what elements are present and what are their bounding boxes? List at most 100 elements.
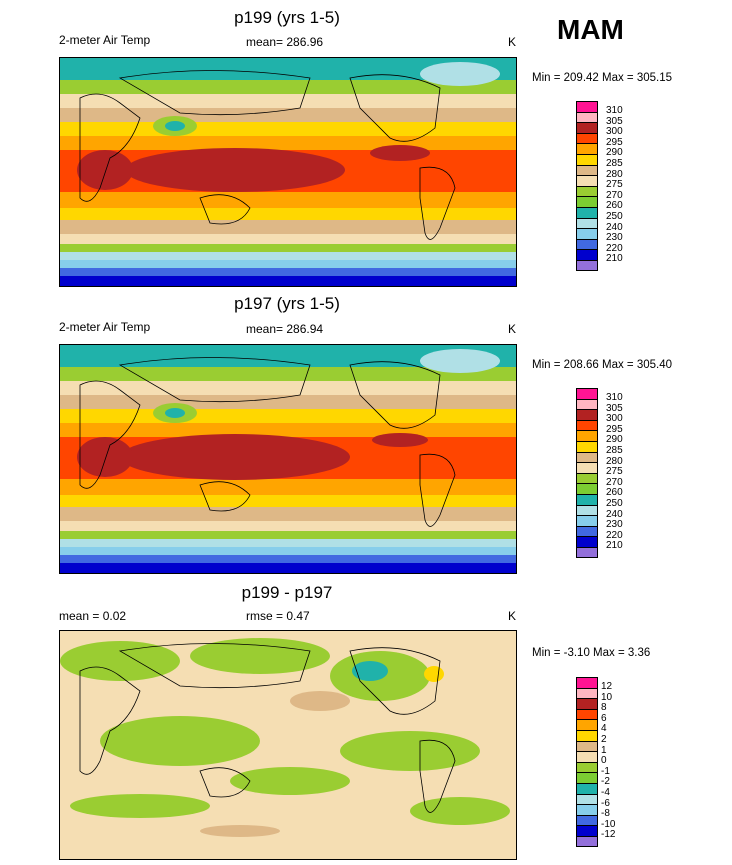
colorbar-tick: 6 xyxy=(601,712,607,724)
swatch xyxy=(576,793,598,805)
colorbar-tick: -4 xyxy=(601,786,610,798)
panel1-colorbar-labels: 310 305 300 295 290 285 280 275 270 260 … xyxy=(606,105,623,265)
colorbar-tick: 4 xyxy=(601,723,607,735)
swatch xyxy=(576,729,598,741)
swatch xyxy=(576,430,598,441)
swatch xyxy=(576,814,598,826)
swatch xyxy=(576,398,598,410)
swatch xyxy=(576,825,598,836)
swatch xyxy=(576,761,598,773)
colorbar-tick: 290 xyxy=(606,147,623,159)
colorbar-tick: -8 xyxy=(601,808,610,820)
swatch xyxy=(576,546,598,558)
colorbar-tick: 10 xyxy=(601,691,613,703)
swatch xyxy=(576,677,598,688)
swatch xyxy=(576,206,598,218)
swatch xyxy=(576,525,598,537)
swatch xyxy=(576,772,598,783)
swatch xyxy=(576,708,598,720)
panel2-minmax: Min = 208.66 Max = 305.40 xyxy=(532,359,673,371)
panel3-unit-label: K xyxy=(508,609,517,623)
swatch xyxy=(576,687,598,699)
swatch xyxy=(576,483,598,494)
panel2-mean-label: mean= 286.94 xyxy=(246,322,324,336)
swatch xyxy=(576,111,598,123)
swatch xyxy=(576,409,598,420)
swatch xyxy=(576,249,598,260)
swatch xyxy=(576,122,598,133)
colorbar-tick: 285 xyxy=(606,444,623,456)
panel1-colorbar xyxy=(576,101,598,271)
swatch xyxy=(576,259,598,271)
colorbar-tick: -6 xyxy=(601,797,610,809)
swatch xyxy=(576,388,598,399)
panel2-map xyxy=(59,344,517,574)
colorbar-tick: 305 xyxy=(606,115,623,127)
colorbar-tick: 0 xyxy=(601,755,607,767)
panel3-mean-label: mean = 0.02 xyxy=(59,609,127,623)
panel1-map xyxy=(59,57,517,287)
swatch xyxy=(576,175,598,186)
colorbar-tick: 285 xyxy=(606,157,623,169)
colorbar-tick: 12 xyxy=(601,681,613,692)
swatch xyxy=(576,238,598,250)
panel2-unit-label: K xyxy=(508,322,517,336)
colorbar-tick: 230 xyxy=(606,232,623,244)
swatch xyxy=(576,419,598,431)
panel1-mean-label: mean= 286.96 xyxy=(246,35,324,49)
swatch xyxy=(576,835,598,847)
swatch xyxy=(576,228,598,239)
colorbar-tick: 300 xyxy=(606,126,623,138)
colorbar-tick: 1 xyxy=(601,744,607,756)
colorbar-tick: 305 xyxy=(606,402,623,414)
colorbar-tick: 230 xyxy=(606,519,623,531)
panel3-rmse-label: rmse = 0.47 xyxy=(246,609,310,623)
swatch xyxy=(576,132,598,144)
panel1-title: p199 (yrs 1-5) xyxy=(234,8,340,27)
swatch xyxy=(576,782,598,794)
panel1-temperature-field xyxy=(60,58,516,286)
colorbar-tick: -1 xyxy=(601,765,610,777)
panel1-minmax: Min = 209.42 Max = 305.15 xyxy=(532,72,673,84)
colorbar-tick: 295 xyxy=(606,423,623,435)
colorbar-tick: 250 xyxy=(606,210,623,222)
colorbar-tick: 260 xyxy=(606,487,623,499)
panel3-difference-field xyxy=(60,631,516,859)
swatch xyxy=(576,719,598,730)
colorbar-tick: -12 xyxy=(601,829,616,841)
swatch xyxy=(576,504,598,516)
swatch xyxy=(576,698,598,709)
colorbar-tick: 210 xyxy=(606,253,623,265)
swatch xyxy=(576,440,598,452)
panel3-minmax: Min = -3.10 Max = 3.36 xyxy=(532,647,651,659)
swatch xyxy=(576,751,598,762)
panel2-variable-label: 2-meter Air Temp xyxy=(59,320,151,334)
swatch xyxy=(576,185,598,197)
swatch xyxy=(576,804,598,815)
swatch xyxy=(576,164,598,176)
colorbar-tick: 8 xyxy=(601,702,607,714)
colorbar-tick: 295 xyxy=(606,136,623,148)
panel3-colorbar xyxy=(576,677,598,847)
colorbar-tick: 275 xyxy=(606,179,623,191)
colorbar-tick: 310 xyxy=(606,105,623,116)
colorbar-tick: 300 xyxy=(606,413,623,425)
panel2-colorbar-labels: 310 305 300 295 290 285 280 275 270 260 … xyxy=(606,392,623,552)
colorbar-tick: 290 xyxy=(606,434,623,446)
season-label: MAM xyxy=(557,14,624,45)
colorbar-tick: 240 xyxy=(606,221,623,233)
swatch xyxy=(576,493,598,505)
swatch xyxy=(576,451,598,463)
panel1-unit-label: K xyxy=(508,35,517,49)
panel3-map xyxy=(59,630,517,860)
colorbar-tick: 310 xyxy=(606,392,623,403)
colorbar-tick: 250 xyxy=(606,497,623,509)
swatch xyxy=(576,515,598,526)
colorbar-tick: 220 xyxy=(606,529,623,541)
colorbar-tick: 260 xyxy=(606,200,623,212)
colorbar-tick: 220 xyxy=(606,242,623,254)
swatch xyxy=(576,740,598,752)
colorbar-tick: 270 xyxy=(606,189,623,201)
swatch xyxy=(576,101,598,112)
panel3-colorbar-labels: 12 10 8 6 4 2 1 0 -1 -2 -4 -6 -8 -10 -12 xyxy=(601,681,616,841)
